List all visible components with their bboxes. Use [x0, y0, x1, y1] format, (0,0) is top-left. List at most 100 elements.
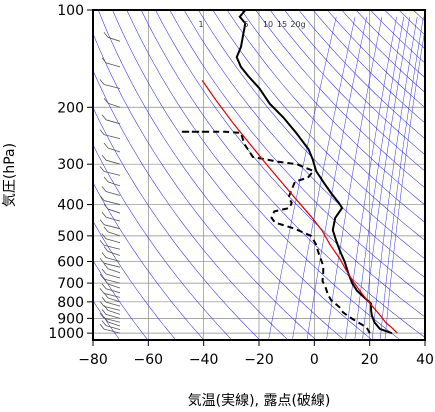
dry-adiabat-line — [284, 10, 425, 156]
wind-barb-flag — [103, 226, 109, 233]
mixing-ratio-label: 15 — [277, 20, 287, 29]
wind-barb-flag — [99, 257, 105, 264]
wind-barbs — [99, 32, 121, 334]
wind-barb-flag — [99, 323, 105, 330]
wind-barb — [103, 328, 121, 334]
wind-barb — [105, 313, 121, 319]
wind-barb-flag — [103, 32, 109, 38]
dry-adiabat-line — [327, 10, 425, 109]
wind-barb — [105, 238, 121, 244]
wind-barb — [105, 119, 121, 125]
dry-adiabat-line — [198, 10, 425, 260]
dry-adiabat-line — [93, 32, 317, 340]
x-tick-label: 0 — [310, 352, 319, 368]
mixing-ratio-labels: 1 5 10 15 20g — [198, 20, 305, 29]
y-axis-title: 気圧(hPa) — [2, 143, 18, 207]
wind-barb-flag — [101, 211, 107, 218]
wind-barb-flag — [99, 195, 105, 201]
wind-barb — [105, 325, 121, 330]
wind-barb — [107, 147, 121, 153]
wind-barb-flag — [101, 186, 107, 192]
y-tick-label: 800 — [57, 295, 84, 311]
mixing-ratio-line — [268, 16, 337, 340]
mixing-ratio-line — [345, 16, 397, 340]
dry-adiabat-line — [140, 10, 425, 338]
dry-adiabat-line — [226, 10, 425, 223]
y-tick-label: 400 — [57, 198, 84, 214]
wind-barb — [103, 262, 121, 268]
y-tick-label: 900 — [57, 311, 84, 327]
wind-barb-flag — [103, 98, 109, 104]
dry-adiabat-line — [212, 10, 425, 241]
wind-barb-flag — [101, 233, 107, 239]
mixing-ratio-label: 5 — [243, 20, 248, 29]
y-tick-label: 300 — [57, 157, 84, 173]
mixing-ratio-line — [362, 16, 411, 340]
wind-barb — [105, 257, 121, 262]
wind-barb-flag — [103, 246, 109, 252]
wind-barb-flag — [99, 79, 105, 85]
x-tick-label: 20 — [361, 352, 379, 368]
dry-adiabat-line — [93, 220, 177, 340]
dry-adiabat-line — [183, 10, 425, 279]
wind-barb-flag — [99, 312, 105, 319]
dry-adiabat-line — [93, 259, 149, 340]
wind-barb — [107, 231, 121, 237]
wind-barb — [107, 268, 121, 274]
wind-barb-flag — [99, 240, 105, 246]
wind-barb — [107, 251, 121, 256]
y-tick-label: 200 — [57, 100, 84, 116]
mixing-ratio-line — [292, 16, 356, 340]
wind-barb — [105, 288, 121, 294]
x-tick-label: −40 — [189, 352, 219, 368]
wind-barb — [107, 36, 121, 42]
wind-barb — [103, 317, 121, 323]
y-tick-label: 500 — [57, 229, 84, 245]
wind-barb — [107, 102, 121, 108]
wind-barb — [103, 244, 121, 250]
dry-adiabat-line — [398, 10, 425, 36]
x-tick-label: 40 — [416, 352, 434, 368]
mixing-ratio-line — [354, 16, 405, 340]
dry-adiabat-line — [93, 144, 233, 340]
y-tick-label: 100 — [57, 3, 84, 19]
wind-barb-flag — [99, 129, 105, 135]
background-grid — [92, 9, 426, 340]
wind-barb-flag — [103, 263, 109, 269]
wind-barb — [107, 310, 121, 315]
wind-barb — [107, 208, 121, 214]
wind-barb-flag — [103, 142, 109, 149]
dry-adiabat-line — [255, 10, 425, 189]
dry-adiabat-line — [112, 10, 373, 340]
wind-barb — [107, 283, 121, 289]
mixing-ratio-label: 20g — [290, 20, 305, 29]
wind-barb — [103, 134, 121, 139]
x-axis-title: 気温(実線), 露点(破線) — [188, 393, 331, 409]
dry-adiabat-line — [93, 182, 205, 340]
mixing-ratio-line — [380, 16, 424, 340]
wind-barb-flag — [99, 301, 105, 307]
dry-adiabat-line — [269, 10, 425, 172]
parcel-line — [201, 79, 398, 334]
wind-barb — [105, 216, 121, 222]
wind-barb — [105, 273, 121, 279]
mixing-ratio-line — [384, 27, 425, 340]
wind-barb — [105, 62, 121, 68]
dry-adiabat-line — [93, 106, 261, 340]
wind-barb-flag — [101, 57, 107, 64]
dry-adiabat-line — [97, 10, 345, 340]
y-tick-label: 1000 — [48, 326, 84, 342]
wind-barb — [103, 200, 121, 205]
x-tick-label: −80 — [78, 352, 108, 368]
dewpoint-line — [180, 130, 371, 334]
x-tick-label: −20 — [244, 352, 274, 368]
y-tick-label: 700 — [57, 276, 84, 292]
dry-adiabat-line — [93, 69, 289, 340]
wind-barb-flag — [101, 296, 107, 303]
dry-adiabat-line — [169, 10, 425, 298]
wind-barb-flag — [99, 166, 105, 172]
wind-barb-flag — [101, 154, 107, 161]
mixing-ratio-label: 1 — [198, 20, 203, 29]
profile-series — [180, 10, 398, 335]
